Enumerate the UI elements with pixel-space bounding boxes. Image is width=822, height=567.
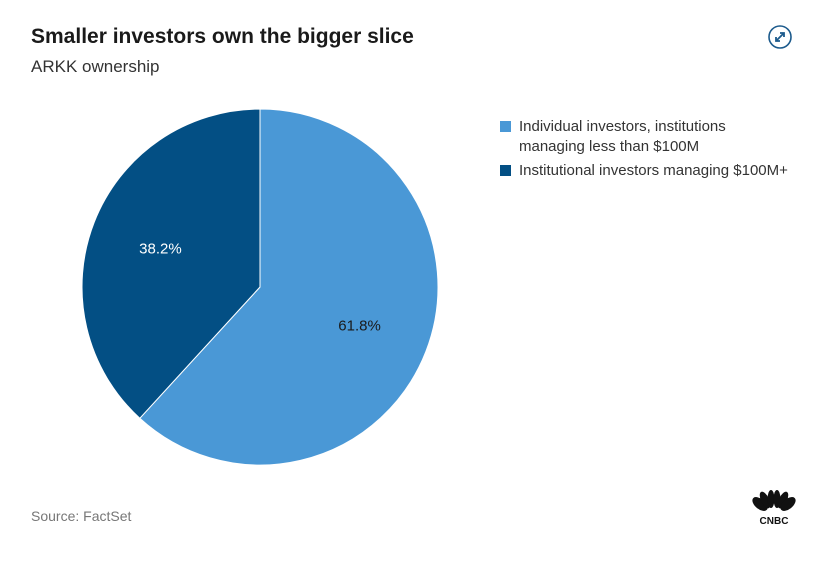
- legend-swatch: [500, 165, 511, 176]
- legend-item: Individual investors, institutions manag…: [500, 117, 790, 157]
- legend-item: Institutional investors managing $100M+: [500, 161, 790, 181]
- legend-label: Institutional investors managing $100M+: [519, 162, 788, 179]
- chart-title: Smaller investors own the bigger slice: [31, 25, 414, 48]
- expand-icon[interactable]: [768, 25, 792, 49]
- pie-slice: [139, 108, 439, 466]
- legend: Individual investors, institutions manag…: [500, 117, 790, 185]
- chart-subtitle: ARKK ownership: [31, 57, 160, 76]
- slice-label: 61.8%: [338, 318, 381, 335]
- legend-label: Individual investors, institutions manag…: [519, 118, 726, 155]
- cnbc-logo: CNBC: [752, 490, 796, 526]
- slice-label: 38.2%: [139, 240, 182, 257]
- svg-text:CNBC: CNBC: [760, 516, 789, 526]
- legend-swatch: [500, 121, 511, 132]
- pie-slice: [81, 108, 261, 419]
- source-note: Source: FactSet: [31, 508, 132, 524]
